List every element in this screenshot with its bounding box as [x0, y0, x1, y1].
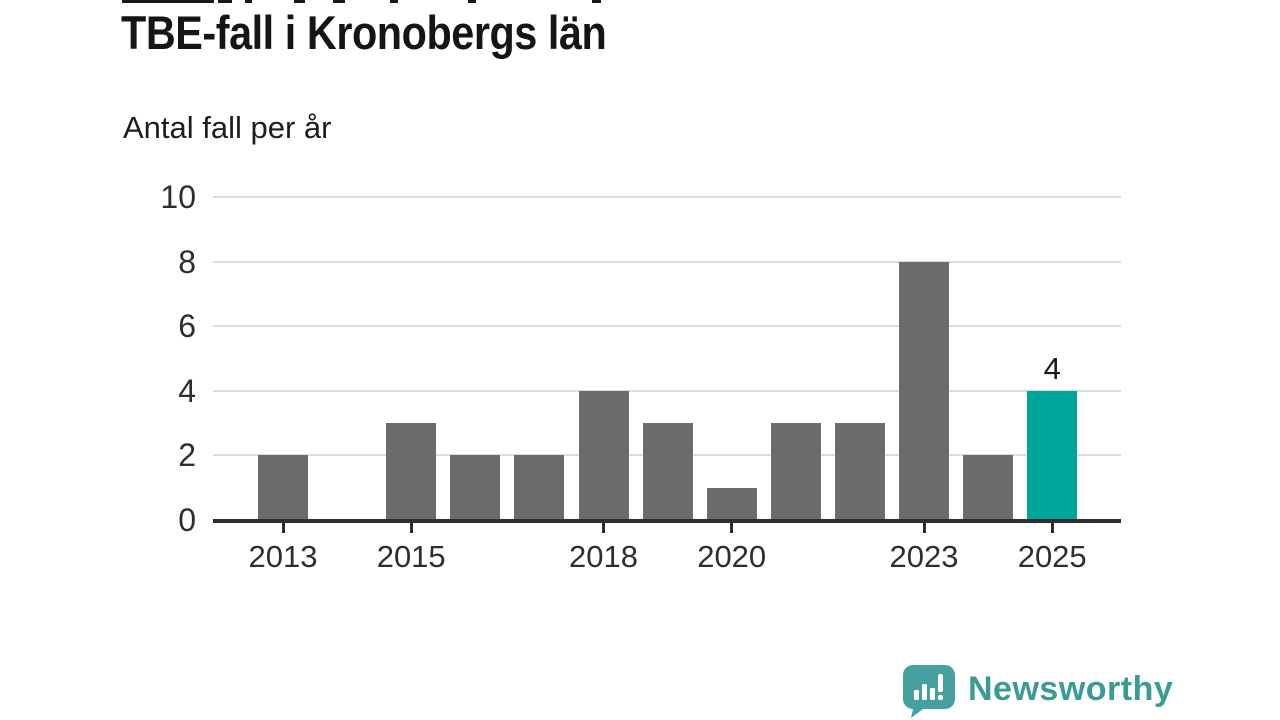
crop-artifact-segment: [390, 0, 398, 3]
speech-bubble-shape: [903, 665, 955, 718]
x-axis-tick: [922, 523, 926, 533]
bar-2021: [770, 423, 821, 520]
x-axis-tick-label: 2023: [889, 539, 959, 574]
bar-2017: [514, 455, 565, 520]
newsworthy-logo: Newsworthy: [901, 663, 1261, 718]
y-axis-tick-label: 10: [160, 179, 196, 215]
y-axis-tick-label: 4: [178, 372, 196, 409]
x-axis-tick: [1050, 523, 1054, 533]
highlighted-bar-value-label: 4: [1043, 350, 1061, 386]
crop-artifact-segment: [122, 0, 214, 3]
gridline-y-10: [213, 196, 1121, 198]
x-axis-tick: [730, 523, 734, 533]
newsworthy-wordmark: Newsworthy: [968, 670, 1174, 708]
x-axis-tick-label: 2015: [376, 539, 446, 574]
crop-artifact-segment: [245, 0, 252, 3]
y-axis-tick-label: 2: [178, 437, 196, 474]
bar-2025: [1027, 390, 1078, 520]
y-axis-tick-label: 8: [178, 243, 196, 280]
x-axis-tick: [409, 523, 413, 533]
crop-artifact-segment: [468, 0, 476, 3]
x-axis-tick: [281, 523, 285, 533]
bar-2013: [258, 455, 308, 520]
x-axis-tick-label: 2018: [569, 539, 638, 574]
x-axis-line: [213, 519, 1121, 523]
x-axis-tick: [602, 523, 605, 533]
bar-2023: [899, 261, 949, 520]
bar-2020: [706, 487, 757, 520]
chart-subtitle: Antal fall per år: [123, 110, 332, 145]
gridline-y-4: [213, 389, 1121, 392]
chart-title: TBE-fall i Kronobergs län: [121, 6, 607, 59]
bar-2016: [450, 455, 501, 520]
bar-2015: [386, 423, 437, 520]
bar-2018: [578, 390, 629, 520]
crop-artifact-segment: [592, 0, 601, 3]
gridline-y-8: [213, 260, 1121, 263]
y-axis-tick-label: 0: [178, 502, 196, 538]
y-axis-tick-label: 6: [178, 308, 196, 345]
crop-artifact-segment: [294, 0, 305, 3]
gridline-y-6: [213, 325, 1121, 328]
bar-2024: [963, 455, 1014, 520]
bar-2022: [834, 423, 885, 520]
crop-artifact-segment: [333, 0, 345, 3]
bar-2019: [642, 423, 693, 520]
x-axis-tick-label: 2020: [697, 539, 767, 574]
x-axis-tick-label: 2025: [1017, 539, 1087, 574]
x-axis-tick-label: 2013: [248, 539, 318, 574]
crop-artifact-segment: [218, 0, 232, 3]
